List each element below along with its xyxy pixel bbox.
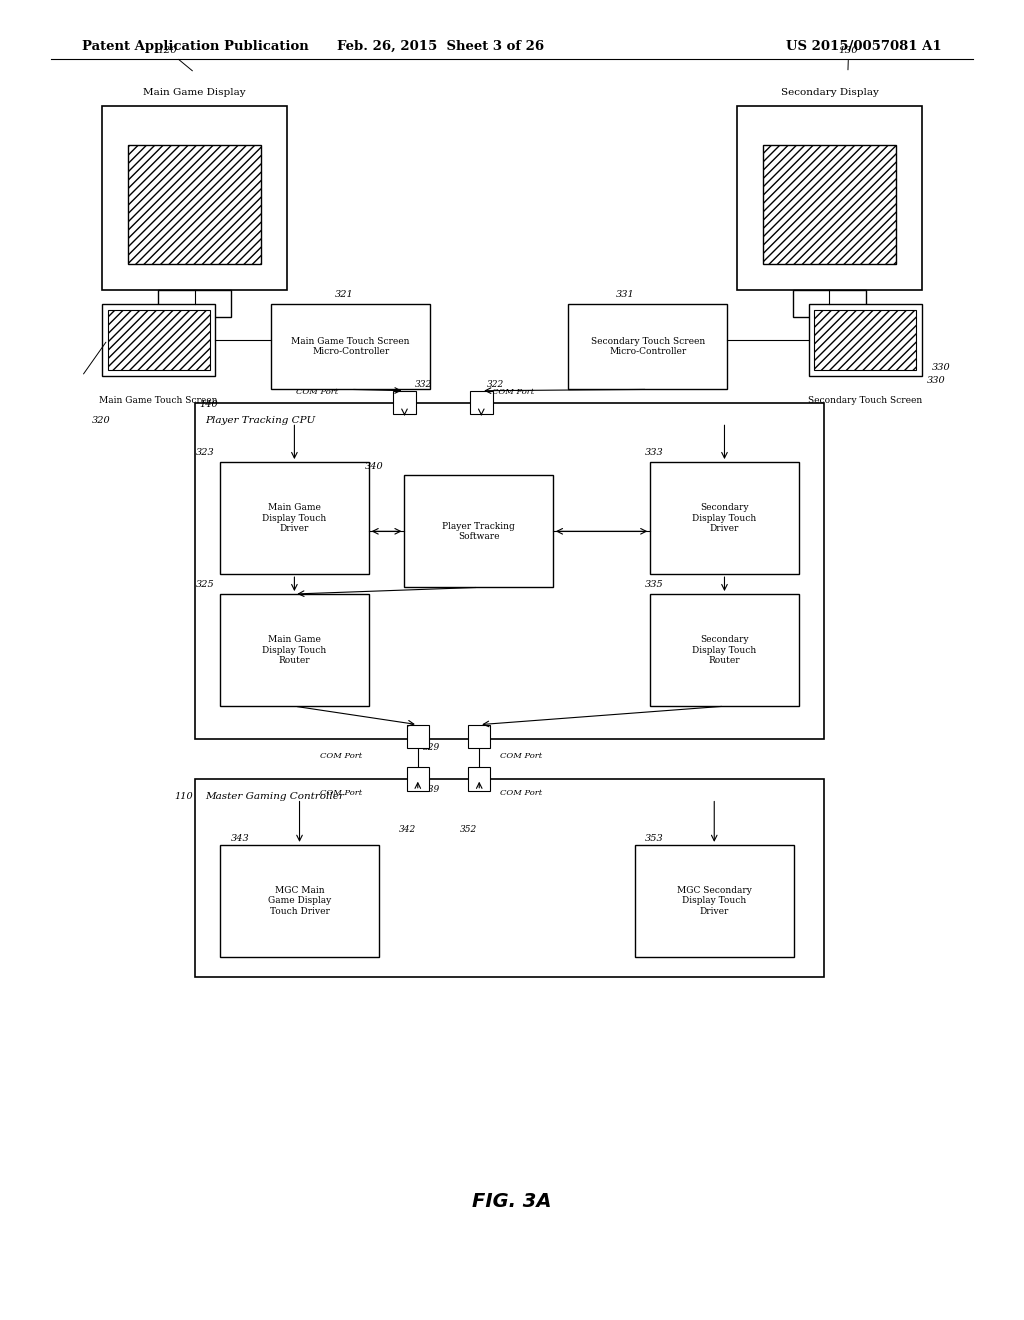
Text: 110: 110: [174, 792, 193, 801]
Text: US 2015/0057081 A1: US 2015/0057081 A1: [786, 40, 942, 53]
Text: 330: 330: [932, 363, 950, 372]
Text: COM Port: COM Port: [492, 388, 534, 396]
Text: 339: 339: [423, 785, 440, 795]
Text: 342: 342: [399, 825, 416, 834]
Text: 325: 325: [197, 581, 215, 590]
Bar: [195, 403, 824, 739]
Text: MGC Main
Game Display
Touch Driver: MGC Main Game Display Touch Driver: [268, 886, 331, 916]
Text: COM Port: COM Port: [319, 789, 362, 797]
Bar: [568, 304, 727, 389]
Text: 322: 322: [486, 380, 504, 389]
Bar: [393, 391, 416, 414]
Text: MGC Secondary
Display Touch
Driver: MGC Secondary Display Touch Driver: [677, 886, 752, 916]
Text: COM Port: COM Port: [296, 388, 339, 396]
Text: 343: 343: [230, 834, 249, 843]
Text: 320: 320: [92, 416, 111, 425]
Text: 130: 130: [839, 46, 858, 70]
Bar: [404, 475, 553, 587]
Text: 140: 140: [200, 400, 218, 409]
Text: Secondary
Display Touch
Driver: Secondary Display Touch Driver: [692, 503, 757, 533]
Text: Main Game
Display Touch
Router: Main Game Display Touch Router: [262, 635, 327, 665]
Text: FIG. 3A: FIG. 3A: [472, 1192, 552, 1210]
Bar: [220, 845, 379, 957]
Bar: [271, 304, 430, 389]
Text: Player Tracking
Software: Player Tracking Software: [442, 521, 515, 541]
Text: Secondary
Display Touch
Router: Secondary Display Touch Router: [692, 635, 757, 665]
Bar: [468, 767, 490, 791]
Bar: [128, 145, 261, 264]
Text: Main Game
Display Touch
Driver: Main Game Display Touch Driver: [262, 503, 327, 533]
Text: COM Port: COM Port: [500, 752, 542, 760]
Bar: [108, 310, 210, 370]
Text: COM Port: COM Port: [319, 752, 362, 760]
Bar: [195, 779, 824, 977]
Text: 120: 120: [158, 46, 193, 71]
Text: Feb. 26, 2015  Sheet 3 of 26: Feb. 26, 2015 Sheet 3 of 26: [337, 40, 544, 53]
Bar: [763, 145, 896, 264]
Text: Main Game Touch Screen: Main Game Touch Screen: [99, 396, 218, 405]
Bar: [102, 304, 215, 376]
Text: 332: 332: [415, 380, 432, 389]
Bar: [158, 290, 231, 317]
Bar: [470, 391, 493, 414]
Text: 340: 340: [366, 462, 384, 471]
Text: Main Game Display: Main Game Display: [143, 88, 246, 96]
Text: 331: 331: [616, 290, 635, 300]
Bar: [809, 304, 922, 376]
Bar: [814, 310, 916, 370]
Text: COM Port: COM Port: [500, 789, 542, 797]
Text: 352: 352: [461, 825, 477, 834]
Bar: [650, 462, 799, 574]
Text: 323: 323: [197, 449, 215, 458]
Text: Main Game Touch Screen
Micro-Controller: Main Game Touch Screen Micro-Controller: [292, 337, 410, 356]
Text: 321: 321: [335, 290, 353, 300]
Text: 333: 333: [645, 449, 664, 458]
Bar: [407, 725, 429, 748]
Text: Player Tracking CPU: Player Tracking CPU: [205, 416, 315, 425]
Text: Patent Application Publication: Patent Application Publication: [82, 40, 308, 53]
Text: Secondary Touch Screen: Secondary Touch Screen: [808, 396, 923, 405]
Text: 353: 353: [645, 834, 664, 843]
Text: Secondary Touch Screen
Micro-Controller: Secondary Touch Screen Micro-Controller: [591, 337, 705, 356]
Bar: [468, 725, 490, 748]
Bar: [737, 106, 922, 290]
Text: 330: 330: [927, 376, 945, 385]
Text: 329: 329: [423, 743, 440, 752]
Bar: [102, 106, 287, 290]
Bar: [650, 594, 799, 706]
Text: Master Gaming Controller: Master Gaming Controller: [205, 792, 344, 801]
Bar: [220, 462, 369, 574]
Text: 335: 335: [645, 581, 664, 590]
Bar: [635, 845, 794, 957]
Text: Secondary Display: Secondary Display: [780, 88, 879, 96]
Bar: [793, 290, 866, 317]
Bar: [220, 594, 369, 706]
Bar: [407, 767, 429, 791]
